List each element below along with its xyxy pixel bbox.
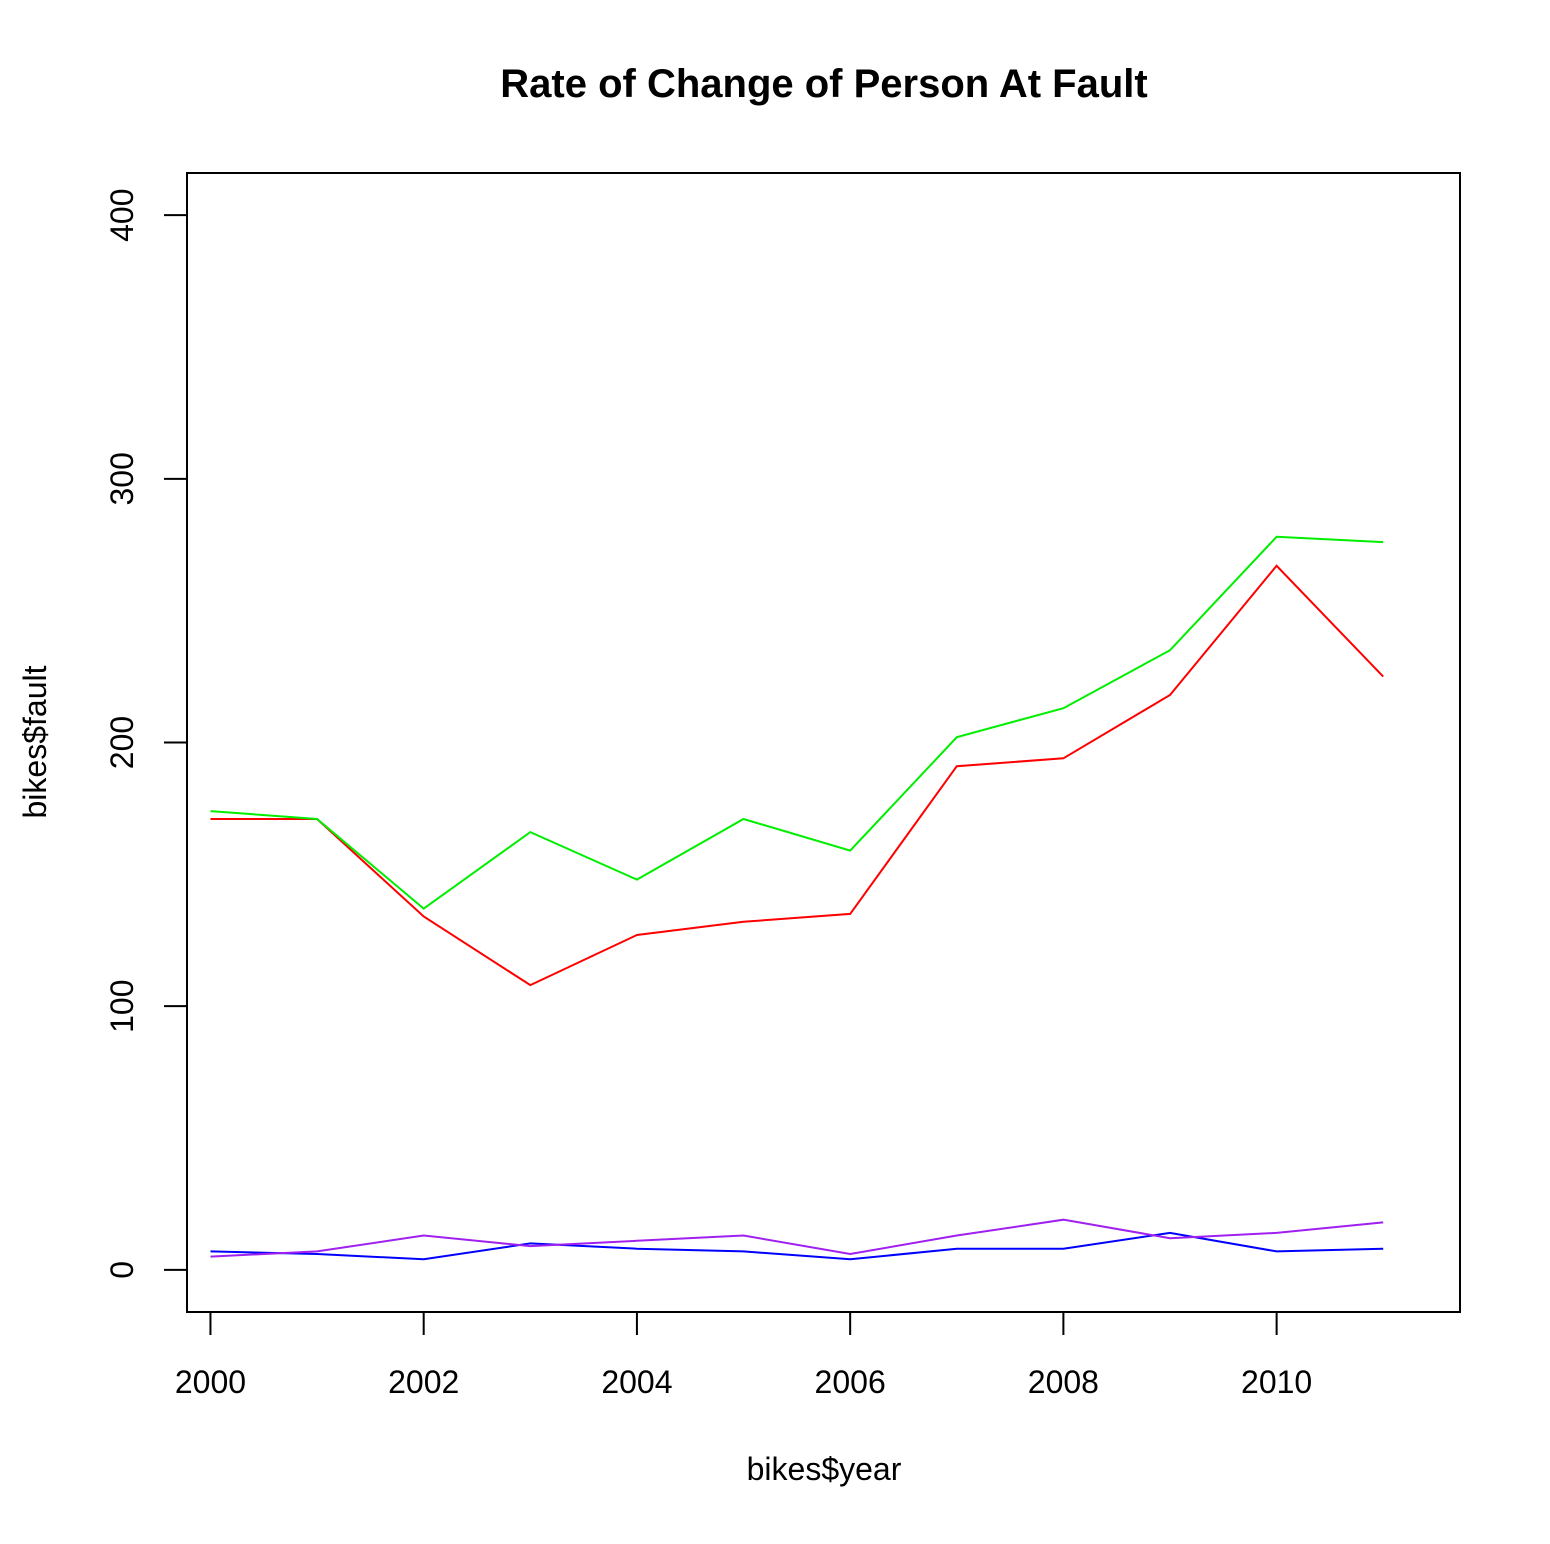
series-line-2: [210, 535, 1384, 910]
x-tick-label: 2008: [1028, 1364, 1099, 1400]
plot-frame: [186, 172, 1461, 1313]
y-tick-label: 300: [104, 452, 140, 505]
x-axis: 2000 2002 2004 2006 2008 2010: [175, 1311, 1312, 1400]
x-tick-label: 2004: [601, 1364, 672, 1400]
series-line-1: [210, 564, 1384, 987]
series-layer: [210, 535, 1384, 1261]
chart-title: Rate of Change of Person At Fault: [500, 62, 1147, 106]
x-tick-label: 2010: [1241, 1364, 1312, 1400]
y-tick-label: 100: [104, 980, 140, 1033]
x-tick-label: 2006: [815, 1364, 886, 1400]
y-tick-label: 200: [104, 716, 140, 769]
y-axis-label: bikes$fault: [17, 665, 53, 818]
x-tick-label: 2000: [175, 1364, 246, 1400]
x-axis-label: bikes$year: [747, 1451, 902, 1487]
y-tick-label: 0: [104, 1261, 140, 1279]
series-line-4: [210, 1218, 1384, 1258]
y-tick-label: 400: [104, 189, 140, 242]
series-line-3: [210, 1231, 1384, 1261]
x-tick-label: 2002: [388, 1364, 459, 1400]
